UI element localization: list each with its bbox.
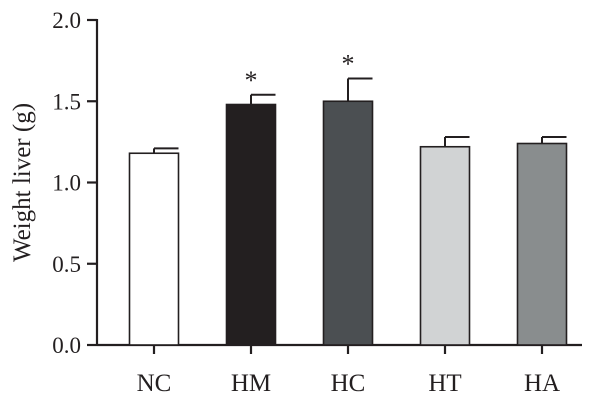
bar-ha [516,142,568,346]
bar-hm [225,103,277,346]
x-tick-label: HM [231,370,271,397]
y-axis-title: Weight liver (g) [9,103,36,262]
x-tick-label: HA [524,370,560,397]
bar-ht [419,145,471,346]
significance-marker: * [245,66,258,95]
y-ticks: 0.0 0.5 1.0 1.5 2.0 [52,8,97,358]
y-tick-label: 0.0 [52,333,81,358]
x-tick-label: HC [331,370,366,397]
y-tick-label: 1.0 [52,171,81,196]
x-tick-label: NC [137,370,172,397]
y-tick-label: 2.0 [52,8,81,33]
bar-hc [322,100,374,346]
y-tick-label: 0.5 [52,252,81,277]
x-tick-labels: NC HM HC HT HA [137,345,560,397]
significance-marker: * [342,50,355,79]
bar-nc [128,152,180,346]
y-tick-label: 1.5 [52,89,81,114]
bars: ** [128,50,568,346]
x-tick-label: HT [428,370,461,397]
